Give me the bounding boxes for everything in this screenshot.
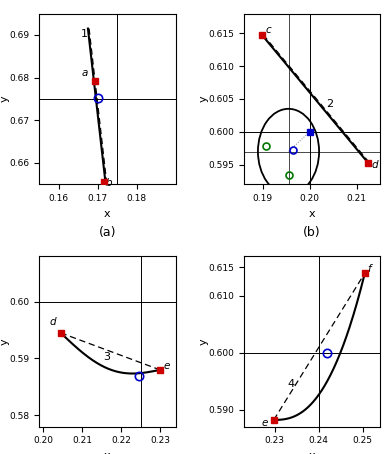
Text: (b): (b) [303,226,321,238]
X-axis label: x: x [309,209,315,219]
Y-axis label: y: y [198,338,208,345]
Text: $c$: $c$ [265,25,272,35]
Text: $d$: $d$ [49,316,58,327]
X-axis label: x: x [104,451,111,454]
X-axis label: x: x [104,209,111,219]
Text: $a$: $a$ [81,68,89,78]
Text: 2: 2 [326,99,333,109]
Text: 1: 1 [81,29,88,39]
Y-axis label: y: y [198,96,208,102]
Text: 3: 3 [103,351,111,361]
Text: 4: 4 [288,379,295,389]
Y-axis label: y: y [0,96,9,102]
Text: $e$: $e$ [163,361,171,371]
Text: $f$: $f$ [367,262,374,274]
Text: $e$: $e$ [261,418,269,428]
X-axis label: x: x [309,451,315,454]
Y-axis label: y: y [0,338,9,345]
Text: (a): (a) [99,226,116,238]
Text: $b$: $b$ [105,177,114,188]
Text: $d$: $d$ [371,158,379,170]
